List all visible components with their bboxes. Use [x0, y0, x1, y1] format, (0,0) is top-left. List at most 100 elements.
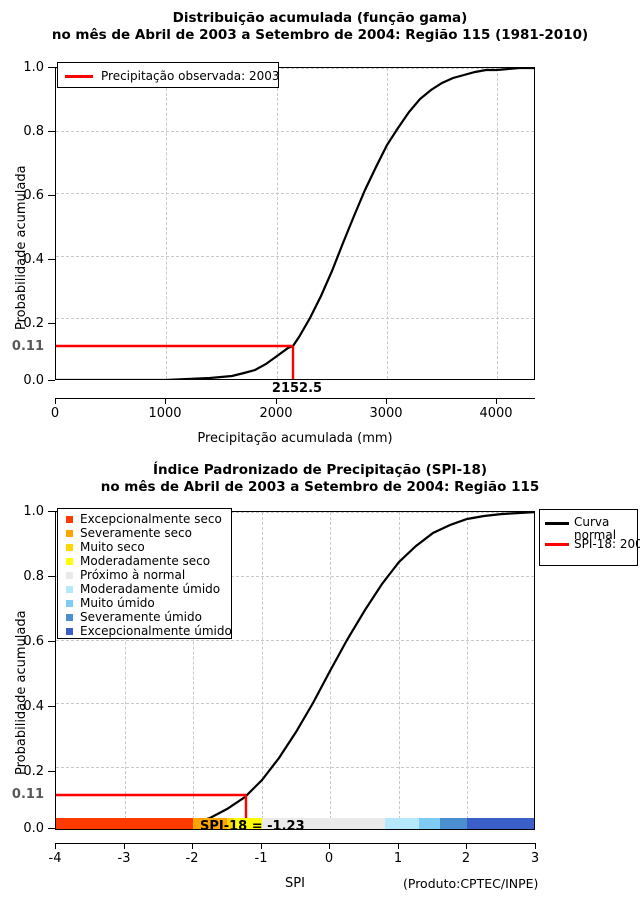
- bottom-ytick-0_0: 0.0: [23, 821, 44, 836]
- spi-value-label: SPI-18 = -1.23: [200, 819, 305, 834]
- top-ytick-0_0: 0.0: [23, 373, 44, 388]
- legend-item-curva-normal[interactable]: Curva normal: [540, 516, 637, 542]
- bottom-xtick-2: 2: [461, 851, 471, 866]
- top-chart-title: Distribuição acumulada (função gama) no …: [0, 10, 640, 44]
- legend-label-muito-seco: Muito seco: [80, 539, 145, 554]
- top-ytickmark-0_4: [48, 259, 55, 260]
- legend-item-excepcionalmente-seco[interactable]: Excepcionalmente seco: [58, 512, 231, 526]
- bottom-ytick-highlight-0_11: 0.11: [11, 787, 44, 802]
- legend-swatch-severamente-seco: [66, 529, 73, 537]
- colorbar-seg-severamente-umido: [439, 818, 468, 829]
- top-xtick-4000: 4000: [479, 406, 513, 421]
- legend-swatch-excepcionalmente-umido: [66, 627, 73, 635]
- bottom-chart-xlabel: SPI: [285, 876, 305, 891]
- legend-label-precipitacao-observada: Precipitação observada: 2003: [101, 68, 280, 83]
- colorbar-seg-proximo-a-normal: [261, 818, 386, 829]
- bottom-xtick--1: -1: [254, 851, 268, 866]
- top-xtickmark-0: [55, 398, 56, 404]
- legend-item-severamente-umido[interactable]: Severamente úmido: [58, 610, 231, 624]
- legend-label-excepcionalmente-seco: Excepcionalmente seco: [80, 511, 222, 526]
- bottom-ytick-0_2: 0.2: [23, 764, 44, 779]
- top-ytickmark-1_0: [48, 67, 55, 68]
- bottom-xtickmark-3: [535, 843, 536, 849]
- legend-item-excepcionalmente-umido[interactable]: Excepcionalmente úmido: [58, 624, 232, 638]
- top-chart-title-line1: Distribuição acumulada (função gama): [172, 10, 468, 26]
- bottom-xtick-3: 3: [530, 851, 540, 866]
- bottom-gridline-y-0_4: [56, 703, 534, 704]
- top-gridline-x-3000: [387, 68, 388, 379]
- bottom-ytickmark-0_0: [48, 828, 55, 829]
- top-xtick-2000: 2000: [259, 406, 293, 421]
- top-ytickmark-0_8: [48, 131, 55, 132]
- legend-swatch-moderadamente-seco: [66, 557, 73, 565]
- bottom-chart-legend[interactable]: Curva normal SPI-18: 2003: [539, 509, 640, 566]
- top-xtickmark-2000: [276, 398, 277, 404]
- top-gridline-x-2000: [277, 68, 278, 379]
- colorbar-seg-muito-seco: [227, 818, 235, 829]
- legend-swatch-excepcionalmente-seco: [66, 515, 73, 523]
- bottom-xtickmark--2: [192, 843, 193, 849]
- top-xtickmark-1000: [165, 398, 166, 404]
- legend-item-severamente-seco[interactable]: Severamente seco: [58, 526, 231, 540]
- bottom-gridline-x--1: [262, 512, 263, 829]
- bottom-chart-title: Índice Padronizado de Precipitação (SPI-…: [0, 462, 640, 496]
- colorbar-seg-excepcionalmente-umido: [467, 818, 534, 829]
- bottom-ytickmark-0_8: [48, 576, 55, 577]
- legend-label-moderadamente-umido: Moderadamente úmido: [80, 581, 221, 596]
- legend-label-severamente-seco: Severamente seco: [80, 525, 192, 540]
- legend-item-precipitacao-observada[interactable]: Precipitação observada: 2003: [58, 63, 280, 89]
- legend-label-severamente-umido: Severamente úmido: [80, 609, 202, 624]
- top-chart-xlabel: Precipitação acumulada (mm): [197, 431, 393, 446]
- bottom-gridline-x--2: [193, 512, 194, 829]
- legend-item-moderadamente-umido[interactable]: Moderadamente úmido: [58, 582, 231, 596]
- bottom-xtick--3: -3: [117, 851, 131, 866]
- bottom-ytickmark-0_6: [48, 641, 55, 642]
- top-xtick-1000: 1000: [148, 406, 182, 421]
- spi-category-legend[interactable]: Excepcionalmente seco Severamente seco M…: [57, 508, 232, 639]
- top-chart-legend[interactable]: Precipitação observada: 2003: [57, 62, 279, 88]
- legend-label-curva-normal: Curva normal: [574, 515, 617, 542]
- top-ytick-0_8: 0.8: [23, 124, 44, 139]
- legend-item-proximo-a-normal[interactable]: Próximo à normal: [58, 568, 231, 582]
- legend-swatch-proximo-a-normal: [66, 571, 73, 579]
- legend-item-moderadamente-seco[interactable]: Moderadamente seco: [58, 554, 231, 568]
- bottom-ytick-1_0: 1.0: [23, 504, 44, 519]
- top-xtick-0: 0: [50, 406, 60, 421]
- bottom-ytickmark-0_2: [48, 771, 55, 772]
- top-xaxis-line: [55, 398, 535, 399]
- legend-swatch-muito-seco: [66, 543, 73, 551]
- top-ytick-0_4: 0.4: [23, 252, 44, 267]
- legend-item-spi18-2003[interactable]: SPI-18: 2003: [540, 536, 640, 552]
- top-ytick-0_6: 0.6: [23, 188, 44, 203]
- top-xtick-3000: 3000: [369, 406, 403, 421]
- top-ytickmark-0_2: [48, 323, 55, 324]
- bottom-ytick-0_8: 0.8: [23, 569, 44, 584]
- bottom-ytick-0_6: 0.6: [23, 634, 44, 649]
- top-plot-area: [55, 67, 535, 380]
- legend-item-muito-seco[interactable]: Muito seco: [58, 540, 231, 554]
- product-credit: (Produto:CPTEC/INPE): [403, 876, 539, 891]
- top-gridline-x-1000: [166, 68, 167, 379]
- colorbar-seg-moderadamente-umido: [385, 818, 420, 829]
- legend-item-muito-umido[interactable]: Muito úmido: [58, 596, 231, 610]
- bottom-gridline-y-1_0: [56, 512, 534, 513]
- bottom-gridline-x-1: [399, 512, 400, 829]
- bottom-gridline-y-0_6: [56, 640, 534, 641]
- bottom-ytickmark-0_4: [48, 706, 55, 707]
- bottom-ytickmark-1_0: [48, 511, 55, 512]
- bottom-xtick--2: -2: [185, 851, 199, 866]
- colorbar-seg-moderadamente-seco: [234, 818, 262, 829]
- bottom-gridline-x--3: [125, 512, 126, 829]
- top-gridline-y-0_2: [56, 318, 534, 319]
- legend-line-icon-red: [65, 74, 93, 78]
- top-gridline-y-0_8: [56, 131, 534, 132]
- bottom-xtickmark-2: [466, 843, 467, 849]
- bottom-ytick-0_4: 0.4: [23, 699, 44, 714]
- top-xtickmark-3000: [386, 398, 387, 404]
- legend-swatch-severamente-umido: [66, 613, 73, 621]
- bottom-chart-subtitle: no mês de Abril de 2003 a Setembro de 20…: [100, 479, 540, 495]
- legend-line-icon-black: [545, 522, 569, 525]
- top-gridline-y-0_6: [56, 193, 534, 194]
- bottom-xtickmark-0: [329, 843, 330, 849]
